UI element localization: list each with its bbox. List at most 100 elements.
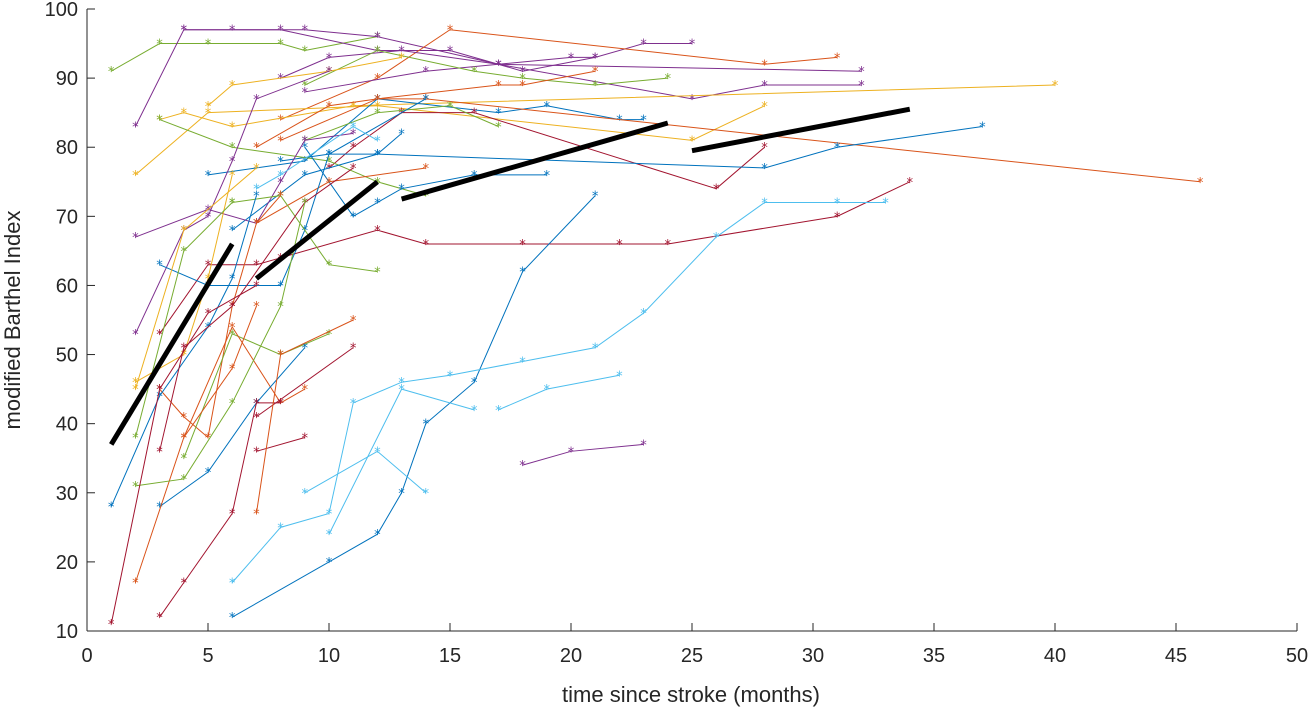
series-25: * * * *	[228, 190, 381, 281]
data-point: *	[301, 44, 309, 59]
series-line	[304, 63, 862, 93]
data-point: *	[373, 93, 381, 108]
y-tick-label: 10	[56, 621, 78, 643]
series-line	[522, 443, 644, 466]
data-point: *	[494, 58, 502, 73]
series-line	[304, 105, 499, 141]
trend-line-3	[691, 106, 911, 154]
series-line	[256, 98, 1201, 183]
data-point: *	[615, 238, 623, 253]
series-line	[207, 56, 402, 107]
data-point: *	[277, 300, 285, 315]
series-line	[159, 84, 1056, 128]
data-point: *	[1051, 79, 1059, 94]
series-line	[135, 105, 765, 176]
data-point: *	[325, 508, 333, 523]
y-axis: 10 20 30 40 50 60 70 80 90 100	[45, 0, 95, 643]
data-point: *	[519, 79, 527, 94]
data-point: *	[761, 162, 769, 177]
series-16: * * * *	[301, 100, 502, 150]
series-line	[280, 125, 983, 169]
data-point: *	[252, 162, 260, 177]
data-point: *	[373, 197, 381, 212]
trend-line-0	[109, 242, 235, 446]
data-point: *	[277, 38, 285, 53]
data-point: *	[446, 100, 454, 115]
y-tick-label: 20	[56, 552, 78, 574]
y-tick-label: 70	[56, 206, 78, 228]
data-point: *	[519, 459, 527, 474]
data-point: *	[301, 487, 309, 502]
data-point: *	[494, 58, 502, 73]
data-point: *	[277, 190, 285, 205]
series-line	[134, 305, 257, 583]
series-43: ***** ****** * *	[228, 197, 889, 592]
data-point: *	[761, 141, 769, 156]
data-point: *	[640, 438, 648, 453]
y-tick-label: 80	[56, 137, 78, 159]
data-point: *	[228, 300, 236, 315]
series-35: **** *	[156, 397, 285, 626]
series-line	[256, 437, 305, 452]
data-point: *	[107, 618, 115, 633]
data-point: *	[204, 100, 212, 115]
data-point: *	[591, 65, 599, 80]
data-point: *	[422, 65, 430, 80]
data-point: *	[349, 120, 357, 135]
data-point: *	[398, 51, 406, 66]
series-8: * ****	[156, 79, 1059, 135]
series-line	[304, 450, 427, 494]
x-axis: 0 5 10 15 20 25 30 35 40 45 50	[81, 623, 1308, 667]
data-point: *	[591, 79, 599, 94]
data-point: *	[978, 120, 986, 135]
data-point: *	[543, 100, 551, 115]
data-point: *	[180, 224, 188, 239]
series-line	[280, 29, 838, 121]
data-point: *	[252, 300, 260, 315]
data-point: *	[252, 397, 260, 412]
data-point: *	[349, 100, 357, 115]
data-point: *	[228, 169, 236, 184]
data-point: *	[252, 259, 260, 274]
data-point: *	[301, 169, 309, 184]
data-point: *	[349, 141, 357, 156]
data-point: *	[373, 100, 381, 115]
data-point: *	[325, 51, 333, 66]
x-tick-label: 15	[439, 645, 461, 667]
data-point: *	[277, 114, 285, 129]
data-point: *	[228, 24, 236, 39]
data-point: *	[325, 259, 333, 274]
x-tick-label: 30	[802, 645, 824, 667]
data-point: *	[277, 397, 285, 412]
data-point: *	[857, 65, 865, 80]
data-point: *	[494, 404, 502, 419]
x-tick-label: 50	[1286, 645, 1308, 667]
data-point: *	[1196, 176, 1204, 191]
data-point: *	[228, 155, 236, 170]
data-point: *	[833, 197, 841, 212]
data-point: *	[180, 577, 188, 592]
data-point: *	[349, 342, 357, 357]
series-line	[159, 119, 426, 197]
series-44: * * *	[301, 445, 430, 501]
data-point: *	[228, 79, 236, 94]
data-point: *	[567, 445, 575, 460]
data-point: *	[373, 148, 381, 163]
data-point: *	[422, 162, 430, 177]
data-point: *	[494, 79, 502, 94]
data-point: *	[277, 24, 285, 39]
data-point: *	[228, 300, 236, 315]
data-point: *	[398, 107, 406, 122]
data-point: *	[107, 65, 115, 80]
data-point: *	[519, 355, 527, 370]
plot-area: ** * * **** * * **** ** ** **** ***** *** ** * *** * ***…	[107, 24, 1204, 633]
data-point: *	[204, 307, 212, 322]
data-point: *	[422, 93, 430, 108]
data-point: *	[833, 141, 841, 156]
data-point: *	[301, 134, 309, 149]
series-10: *** **	[277, 65, 599, 149]
series-line	[231, 195, 596, 618]
y-tick-label: 30	[56, 483, 78, 505]
series-12: ** * **	[252, 93, 1204, 191]
data-point: *	[373, 44, 381, 59]
